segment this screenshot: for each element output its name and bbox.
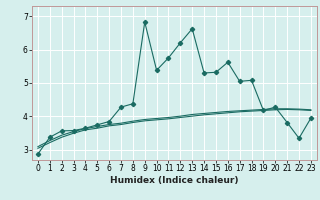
X-axis label: Humidex (Indice chaleur): Humidex (Indice chaleur) [110,176,239,185]
